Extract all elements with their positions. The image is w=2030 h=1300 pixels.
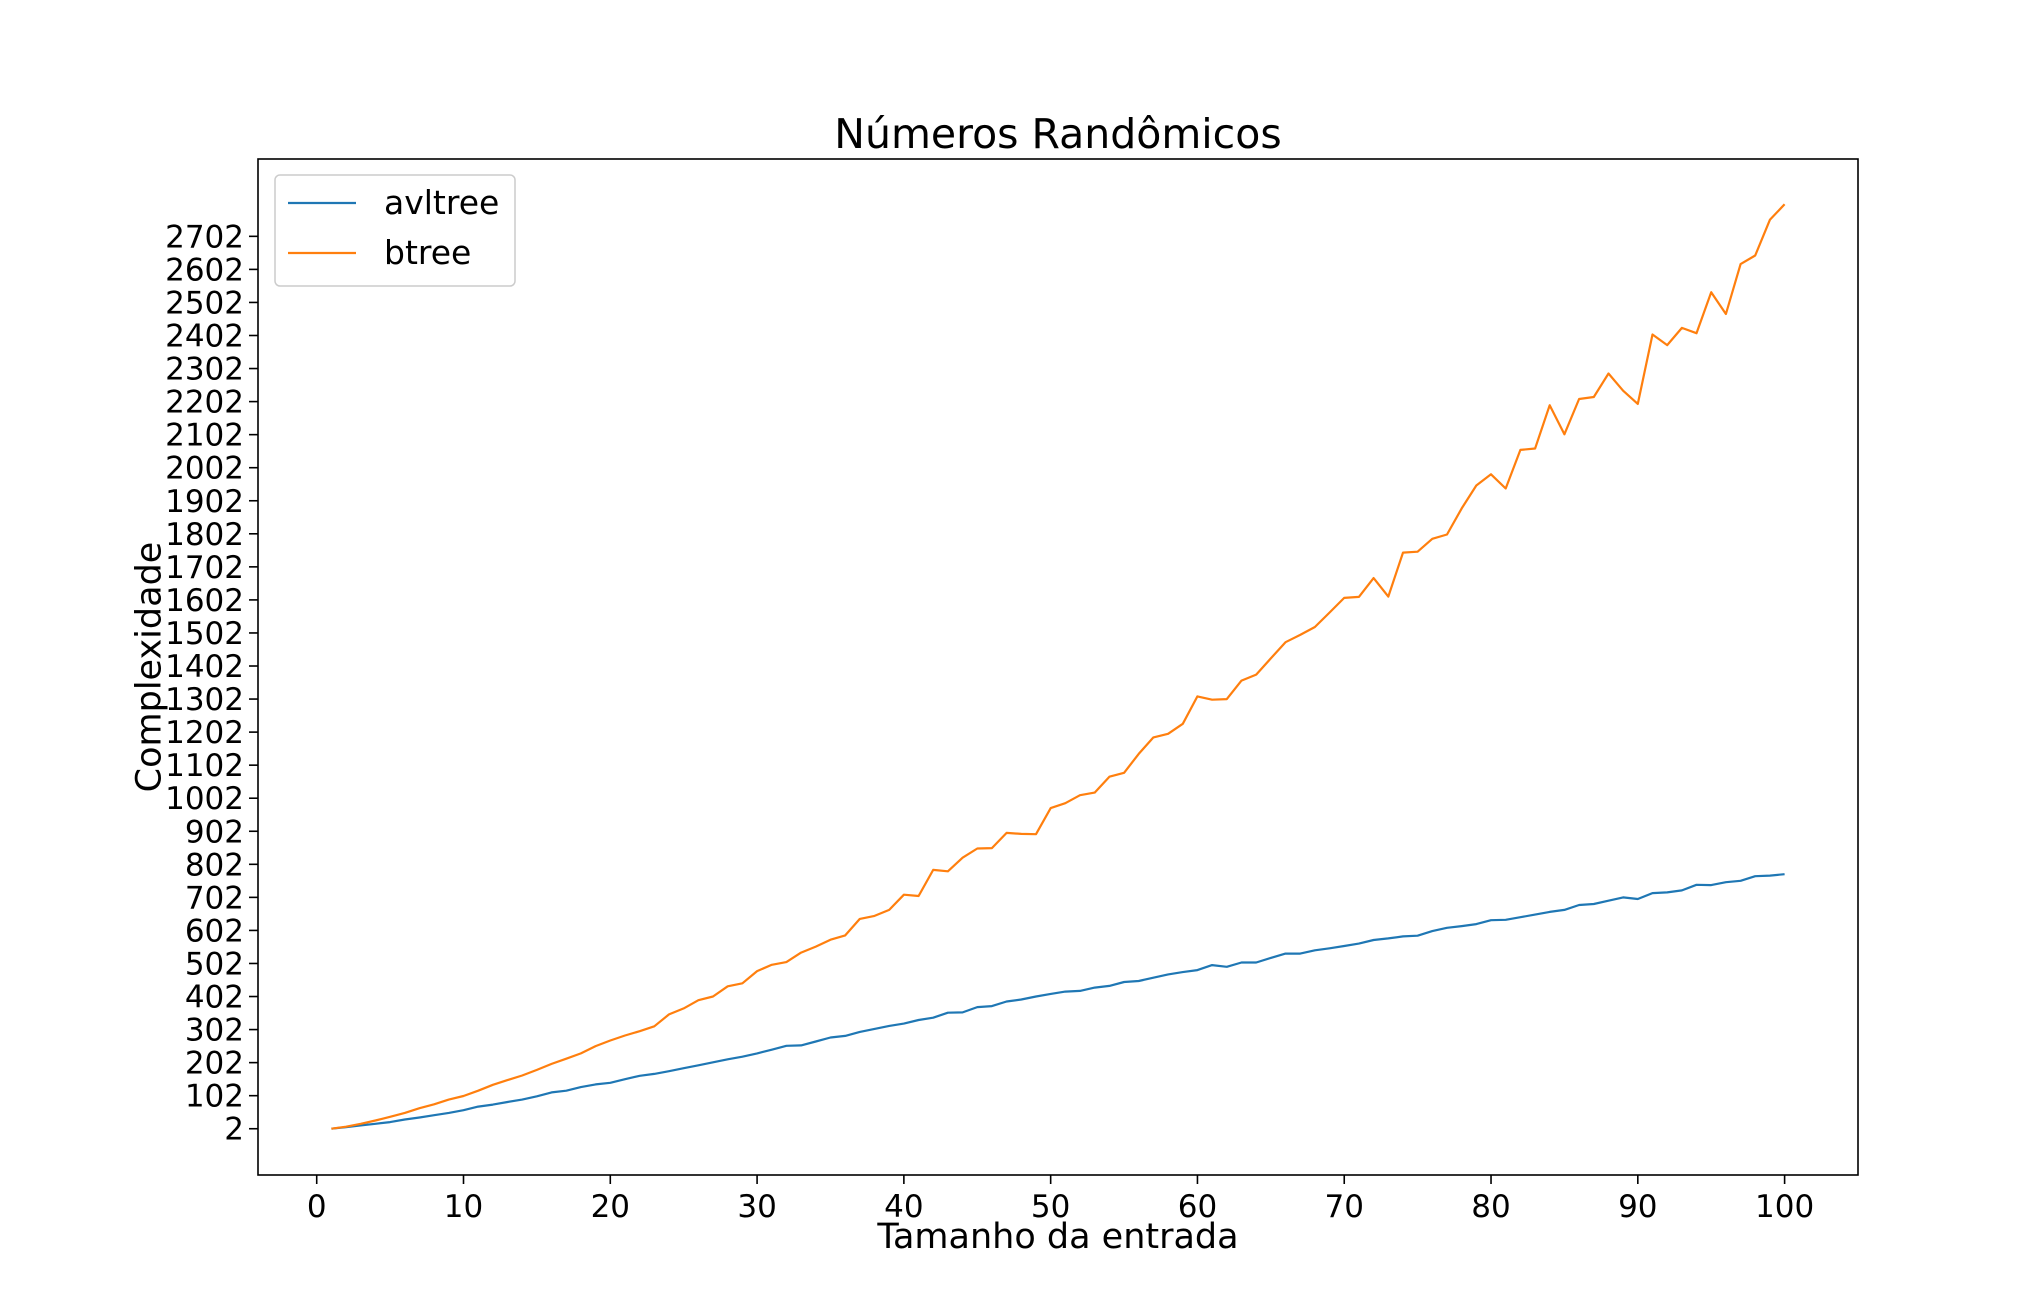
y-tick-label: 2602 [165, 252, 244, 288]
y-tick-label: 2102 [165, 418, 244, 454]
y-tick-label: 1602 [165, 583, 244, 619]
y-tick-label: 1802 [165, 517, 244, 553]
y-tick-label: 2402 [165, 318, 244, 354]
x-axis-ticks: 0 10 20 30 40 50 60 70 80 90 100 [307, 1175, 1814, 1225]
x-tick-label: 90 [1618, 1189, 1657, 1225]
y-axis-ticks: 2102202302402502602702802902100211021202… [165, 219, 258, 1148]
plot-frame [257, 158, 1859, 1176]
y-tick-label: 2302 [165, 352, 244, 388]
x-tick-label: 0 [307, 1189, 327, 1225]
y-tick-label: 1702 [165, 550, 244, 586]
y-tick-label: 1402 [165, 649, 244, 685]
y-tick-label: 2202 [165, 385, 244, 421]
x-tick-label: 10 [444, 1189, 483, 1225]
y-tick-label: 1202 [165, 715, 244, 751]
legend-label-btree: btree [384, 233, 471, 272]
y-tick-label: 302 [185, 1013, 244, 1049]
series-layer [331, 203, 1786, 1130]
y-tick-label: 402 [185, 980, 244, 1016]
y-tick-label: 1102 [165, 748, 244, 784]
x-tick-label: 100 [1755, 1189, 1814, 1225]
x-tick-label: 60 [1178, 1189, 1217, 1225]
chart-title: Números Randômicos [834, 110, 1281, 158]
y-tick-label: 102 [185, 1079, 244, 1115]
y-axis-label: Complexidade [129, 542, 169, 793]
series-line-avltree [331, 873, 1785, 1130]
x-tick-label: 20 [591, 1189, 630, 1225]
x-tick-label: 30 [737, 1189, 776, 1225]
legend: avltree btree [274, 174, 516, 287]
y-tick-label: 2002 [165, 451, 244, 487]
y-tick-label: 902 [185, 814, 244, 850]
y-tick-label: 2702 [165, 219, 244, 255]
y-tick-label: 2 [224, 1112, 244, 1148]
y-tick-label: 1502 [165, 616, 244, 652]
y-tick-label: 202 [185, 1046, 244, 1082]
y-tick-label: 502 [185, 946, 244, 982]
legend-label-avltree: avltree [384, 183, 499, 222]
x-axis-label: Tamanho da entrada [876, 1217, 1238, 1257]
x-tick-label: 80 [1471, 1189, 1510, 1225]
y-tick-label: 1002 [165, 781, 244, 817]
x-tick-label: 50 [1031, 1189, 1070, 1225]
y-tick-label: 602 [185, 913, 244, 949]
y-tick-label: 802 [185, 847, 244, 883]
x-tick-label: 70 [1325, 1189, 1364, 1225]
y-tick-label: 702 [185, 880, 244, 916]
x-tick-label: 40 [884, 1189, 923, 1225]
y-tick-label: 1902 [165, 484, 244, 520]
y-tick-label: 1302 [165, 682, 244, 718]
series-line-btree [331, 203, 1786, 1130]
y-tick-label: 2502 [165, 285, 244, 321]
